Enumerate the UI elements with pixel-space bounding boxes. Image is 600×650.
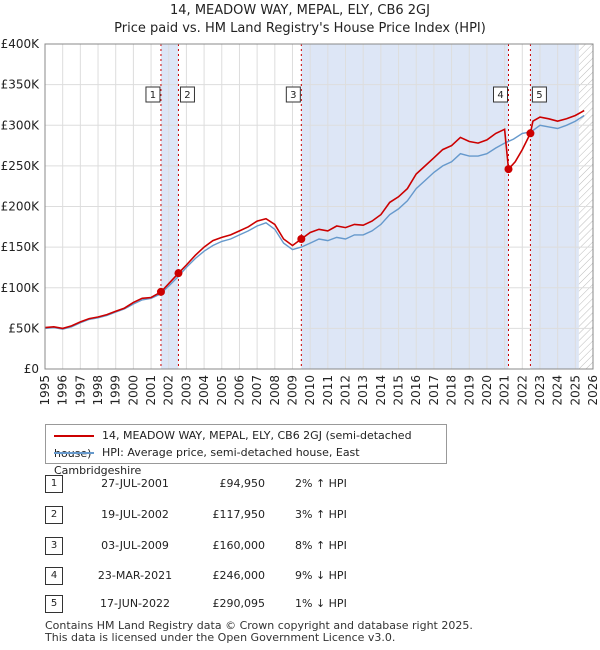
legend-item-property: 14, MEADOW WAY, MEPAL, ELY, CB6 2GJ (sem… <box>54 427 446 460</box>
transaction-point <box>526 129 535 138</box>
x-tick-label: 2001 <box>144 375 158 406</box>
x-tick-label: 2025 <box>568 375 582 406</box>
x-tick-label: 2007 <box>250 375 264 406</box>
transaction-label: 5 <box>536 90 542 101</box>
transaction-date: 27-JUL-2001 <box>101 477 169 490</box>
x-tick-label: 2023 <box>533 375 547 406</box>
transaction-price: £290,095 <box>212 597 266 610</box>
transaction-price: £160,000 <box>212 539 266 552</box>
x-tick-label: 2016 <box>409 375 423 406</box>
transaction-label-box <box>285 86 301 103</box>
table-row: 3 03-JUL-2009 £160,000 8% ↑ HPI <box>45 536 445 556</box>
x-tick-label: 2020 <box>480 375 494 406</box>
chart-title-line2: Price paid vs. HM Land Registry's House … <box>114 21 486 36</box>
x-tick-label: 2012 <box>339 375 353 406</box>
transaction-hpi-diff: 3% ↑ HPI <box>295 508 347 521</box>
transaction-label-box <box>531 86 547 103</box>
transaction-point <box>504 165 513 174</box>
table-row: 1 27-JUL-2001 £94,950 2% ↑ HPI <box>45 474 445 494</box>
x-tick-label: 2000 <box>126 375 140 406</box>
x-tick-label: 2013 <box>356 375 370 406</box>
footer-line-2: This data is licensed under the Open Gov… <box>45 631 396 644</box>
legend-item-hpi: HPI: Average price, semi-detached house,… <box>54 444 446 477</box>
transaction-price: £117,950 <box>212 508 266 521</box>
transaction-point <box>156 287 165 296</box>
transaction-label: 1 <box>150 90 156 101</box>
x-tick-label: 2018 <box>445 375 459 406</box>
y-tick-label: £0 <box>24 362 39 376</box>
x-tick-label: 2004 <box>197 375 211 406</box>
x-tick-label: 2009 <box>285 375 299 406</box>
transaction-marker-4: 4 <box>45 567 63 585</box>
x-tick-label: 2017 <box>427 375 441 406</box>
plot-frame <box>44 43 594 370</box>
table-row: 5 17-JUN-2022 £290,095 1% ↓ HPI <box>45 594 445 614</box>
transaction-date: 23-MAR-2021 <box>97 569 173 582</box>
x-tick-label: 2011 <box>321 375 335 406</box>
transaction-price: £246,000 <box>212 569 266 582</box>
transaction-label: 3 <box>290 90 296 101</box>
property-price-line <box>44 109 585 330</box>
transaction-marker-5: 5 <box>45 595 63 613</box>
price-chart: £0 £50K £100K £150K £200K £250K £300K £350K £400… <box>1 37 600 406</box>
x-tick-label: 1998 <box>91 375 105 406</box>
y-tick-label: £200K <box>1 200 41 214</box>
x-tick-label: 1999 <box>109 375 123 406</box>
y-tick-label: £100K <box>1 281 41 295</box>
x-tick-label: 2024 <box>551 375 565 406</box>
x-tick-label: 1995 <box>38 375 52 406</box>
x-tick-label: 2003 <box>179 375 193 406</box>
transaction-label-box <box>145 86 161 103</box>
hpi-line <box>44 114 585 330</box>
x-tick-label: 2021 <box>498 375 512 406</box>
x-tick-label: 2015 <box>392 375 406 406</box>
transaction-date: 03-JUL-2009 <box>101 539 169 552</box>
y-tick-label: £250K <box>1 159 41 173</box>
legend-swatch-property <box>54 435 94 437</box>
footer-attribution: Contains HM Land Registry data © Crown c… <box>45 620 473 644</box>
transaction-hpi-diff: 9% ↓ HPI <box>295 569 347 582</box>
x-tick-label: 2019 <box>462 375 476 406</box>
transaction-marker-3: 3 <box>45 537 63 555</box>
transaction-date: 17-JUN-2022 <box>99 597 171 610</box>
table-row: 2 19-JUL-2002 £117,950 3% ↑ HPI <box>45 505 445 525</box>
table-row: 4 23-MAR-2021 £246,000 9% ↓ HPI <box>45 566 445 586</box>
transaction-marker-2: 2 <box>45 506 63 524</box>
x-tick-label: 2026 <box>586 375 600 406</box>
transaction-label-box <box>179 86 195 103</box>
transaction-point <box>297 235 306 243</box>
transaction-label: 4 <box>497 90 503 101</box>
x-tick-label: 2022 <box>515 375 529 406</box>
transaction-price: £94,950 <box>219 477 266 490</box>
legend-label-hpi: HPI: Average price, semi-detached house,… <box>54 446 360 477</box>
y-tick-label: £300K <box>1 118 41 132</box>
y-tick-label: £50K <box>8 321 40 335</box>
transaction-label-box <box>493 86 509 103</box>
x-tick-label: 1996 <box>56 375 70 406</box>
chart-legend: 14, MEADOW WAY, MEPAL, ELY, CB6 2GJ (sem… <box>45 424 447 477</box>
transaction-point <box>174 269 183 278</box>
x-tick-label: 2006 <box>232 375 246 406</box>
y-tick-label: £350K <box>1 78 41 92</box>
transaction-hpi-diff: 2% ↑ HPI <box>295 477 347 490</box>
transaction-label: 2 <box>184 90 190 101</box>
x-tick-label: 1997 <box>73 375 87 406</box>
transaction-date: 19-JUL-2002 <box>101 508 169 521</box>
footer-line-1: Contains HM Land Registry data © Crown c… <box>45 619 473 632</box>
x-tick-label: 2014 <box>374 375 388 406</box>
x-tick-label: 2008 <box>268 375 282 406</box>
transaction-hpi-diff: 8% ↑ HPI <box>295 539 347 552</box>
x-tick-label: 2005 <box>215 375 229 406</box>
transaction-hpi-diff: 1% ↓ HPI <box>295 597 347 610</box>
chart-title: 14, MEADOW WAY, MEPAL, ELY, CB6 2GJ Pric… <box>0 2 600 38</box>
y-tick-label: £400K <box>1 37 41 51</box>
transaction-marker-1: 1 <box>45 475 63 493</box>
x-tick-label: 2010 <box>303 375 317 406</box>
x-tick-label: 2002 <box>162 375 176 406</box>
y-tick-label: £150K <box>1 240 41 254</box>
legend-swatch-hpi <box>54 452 94 454</box>
chart-title-line1: 14, MEADOW WAY, MEPAL, ELY, CB6 2GJ <box>170 3 430 18</box>
